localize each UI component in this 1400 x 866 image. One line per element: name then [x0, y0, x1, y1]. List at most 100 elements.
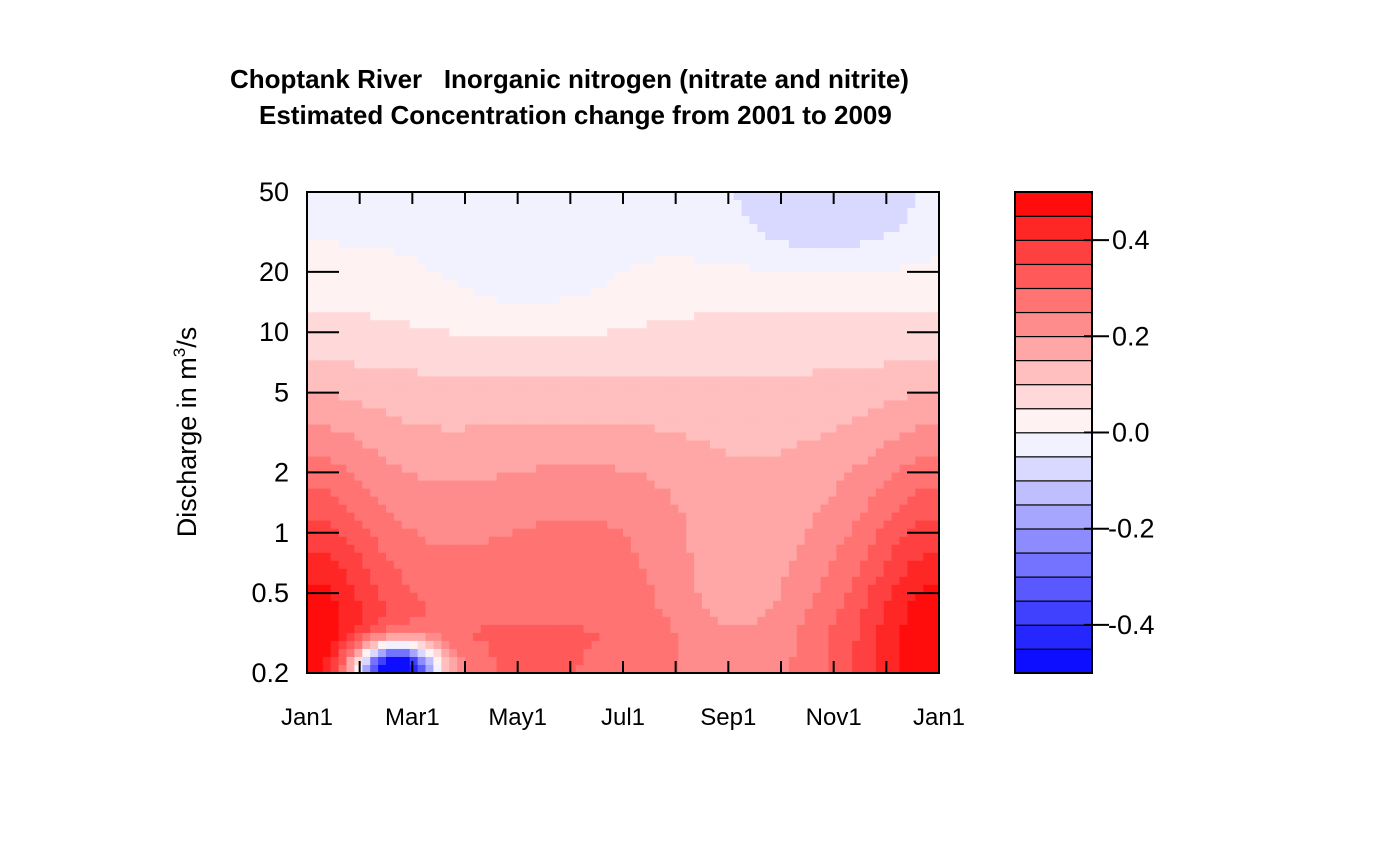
colorbar-swatch — [1014, 431, 1093, 458]
contour-cell — [686, 472, 695, 482]
contour-cell — [654, 560, 664, 570]
contour-cell — [425, 224, 434, 233]
contour-cell — [923, 552, 932, 562]
contour-cell — [433, 488, 442, 498]
contour-cell — [915, 448, 924, 458]
contour-cell — [907, 408, 916, 418]
contour-cell — [702, 632, 711, 642]
contour-cell — [528, 520, 537, 530]
contour-cell — [654, 248, 664, 257]
contour-cell — [386, 432, 395, 442]
contour-cell — [867, 272, 877, 281]
contour-cell — [441, 288, 450, 297]
contour-cell — [488, 472, 498, 482]
contour-cell — [583, 464, 592, 474]
contour-cell — [370, 256, 379, 265]
contour-cell — [433, 560, 442, 570]
contour-cell — [575, 344, 585, 353]
contour-cell — [662, 640, 671, 650]
contour-cell — [757, 600, 766, 610]
contour-cell — [860, 304, 869, 313]
contour-cell — [386, 232, 395, 241]
contour-cell — [441, 536, 450, 546]
contour-cell — [378, 480, 387, 490]
contour-cell — [654, 352, 664, 361]
contour-cell — [378, 496, 387, 506]
contour-cell — [362, 568, 371, 578]
contour-cell — [725, 448, 735, 458]
contour-cell — [449, 536, 458, 546]
contour-cell — [623, 640, 632, 650]
contour-cell — [354, 360, 363, 369]
contour-cell — [836, 240, 845, 249]
contour-cell — [567, 560, 577, 570]
contour-cell — [757, 560, 766, 570]
contour-cell — [907, 608, 916, 618]
contour-cell — [393, 344, 403, 353]
contour-cell — [354, 456, 363, 466]
contour-cell — [670, 384, 679, 394]
contour-cell — [393, 488, 403, 498]
contour-cell — [441, 192, 450, 201]
contour-cell — [915, 240, 924, 249]
contour-cell — [393, 248, 403, 257]
contour-cell — [386, 288, 395, 297]
contour-cell — [536, 632, 545, 642]
contour-cell — [623, 208, 632, 217]
contour-cell — [828, 520, 837, 530]
contour-cell — [686, 488, 695, 498]
contour-cell — [765, 232, 774, 241]
contour-cell — [575, 520, 585, 530]
contour-cell — [330, 272, 340, 281]
contour-cell — [788, 616, 798, 626]
contour-cell — [433, 600, 442, 610]
contour-cell — [788, 256, 798, 265]
contour-cell — [512, 280, 521, 289]
contour-cell — [702, 192, 711, 201]
contour-cell — [804, 192, 814, 201]
contour-cell — [401, 568, 411, 578]
contour-cell — [536, 624, 545, 634]
contour-cell — [417, 512, 427, 522]
contour-cell — [314, 312, 324, 321]
contour-cell — [907, 600, 916, 610]
contour-cell — [496, 296, 506, 305]
contour-cell — [820, 664, 829, 673]
contour-cell — [504, 264, 513, 273]
contour-cell — [773, 416, 782, 426]
contour-cell — [860, 400, 869, 410]
contour-cell — [307, 568, 316, 578]
contour-cell — [512, 264, 521, 273]
contour-cell — [836, 504, 845, 514]
contour-cell — [820, 392, 829, 402]
contour-cell — [694, 496, 703, 506]
contour-cell — [536, 408, 545, 418]
contour-cell — [417, 216, 427, 225]
contour-cell — [686, 664, 695, 673]
contour-cell — [338, 640, 348, 650]
contour-cell — [725, 248, 735, 257]
contour-cell — [765, 352, 774, 361]
contour-cell — [449, 656, 458, 666]
contour-cell — [322, 360, 332, 369]
contour-cell — [867, 656, 877, 666]
contour-cell — [472, 264, 482, 273]
contour-cell — [915, 640, 924, 650]
contour-cell — [844, 560, 853, 570]
contour-cell — [401, 624, 411, 634]
contour-cell — [867, 464, 877, 474]
contour-cell — [346, 200, 355, 209]
contour-cell — [670, 232, 679, 241]
contour-cell — [686, 376, 695, 385]
contour-cell — [544, 504, 553, 514]
contour-cell — [551, 480, 561, 490]
contour-cell — [417, 424, 427, 434]
contour-cell — [717, 432, 727, 442]
contour-cell — [662, 296, 671, 305]
contour-cell — [757, 352, 766, 361]
contour-cell — [931, 304, 939, 313]
contour-cell — [860, 192, 869, 201]
contour-cell — [852, 560, 861, 570]
contour-cell — [544, 392, 553, 402]
contour-cell — [733, 472, 743, 482]
